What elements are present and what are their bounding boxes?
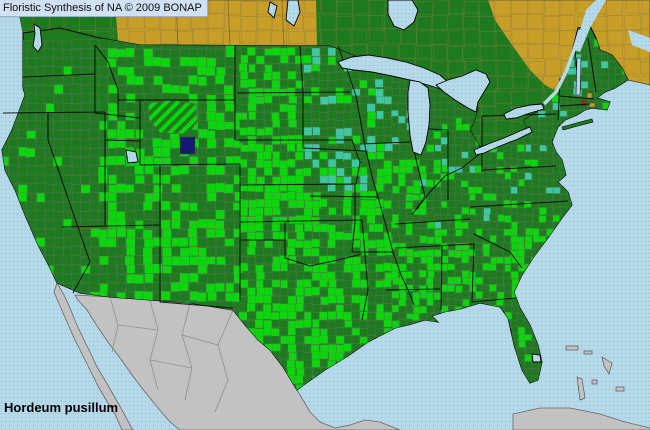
map-title-bar: Floristic Synthesis of NA © 2009 BONAP (0, 0, 208, 17)
st-lawrence-river (542, 29, 582, 106)
state-borders (2, 37, 597, 321)
great-salt-lake (125, 149, 139, 164)
lake-ontario (503, 103, 545, 120)
great-lakes (32, 0, 650, 363)
lake-michigan (407, 79, 431, 156)
puget-sound (32, 23, 43, 53)
lake-winnipeg (285, 0, 301, 27)
baja-california (53, 282, 134, 430)
st-lawrence-estuary (574, 0, 606, 52)
navy-county (179, 136, 196, 155)
bay-of-fundy (628, 30, 650, 52)
james-bay (387, 0, 419, 31)
gold-county-ri (588, 102, 596, 108)
lake-okeechobee (531, 353, 542, 363)
dark-red-county-ri (580, 99, 587, 107)
cuba (512, 407, 650, 430)
map-title-text: Floristic Synthesis of NA © 2009 BONAP (3, 2, 202, 14)
mexico-state-lines (109, 296, 234, 413)
species-label: Hordeum pusillum (4, 400, 119, 415)
lake-erie (473, 126, 533, 156)
bahamas (565, 345, 625, 401)
long-island (561, 118, 594, 131)
mexico-landmass (53, 282, 650, 430)
gold-county-ma (586, 92, 593, 99)
lake-manitoba (267, 1, 278, 19)
lake-huron (435, 69, 491, 113)
yellowstone-hatch (147, 99, 198, 135)
lake-champlain (575, 57, 582, 96)
